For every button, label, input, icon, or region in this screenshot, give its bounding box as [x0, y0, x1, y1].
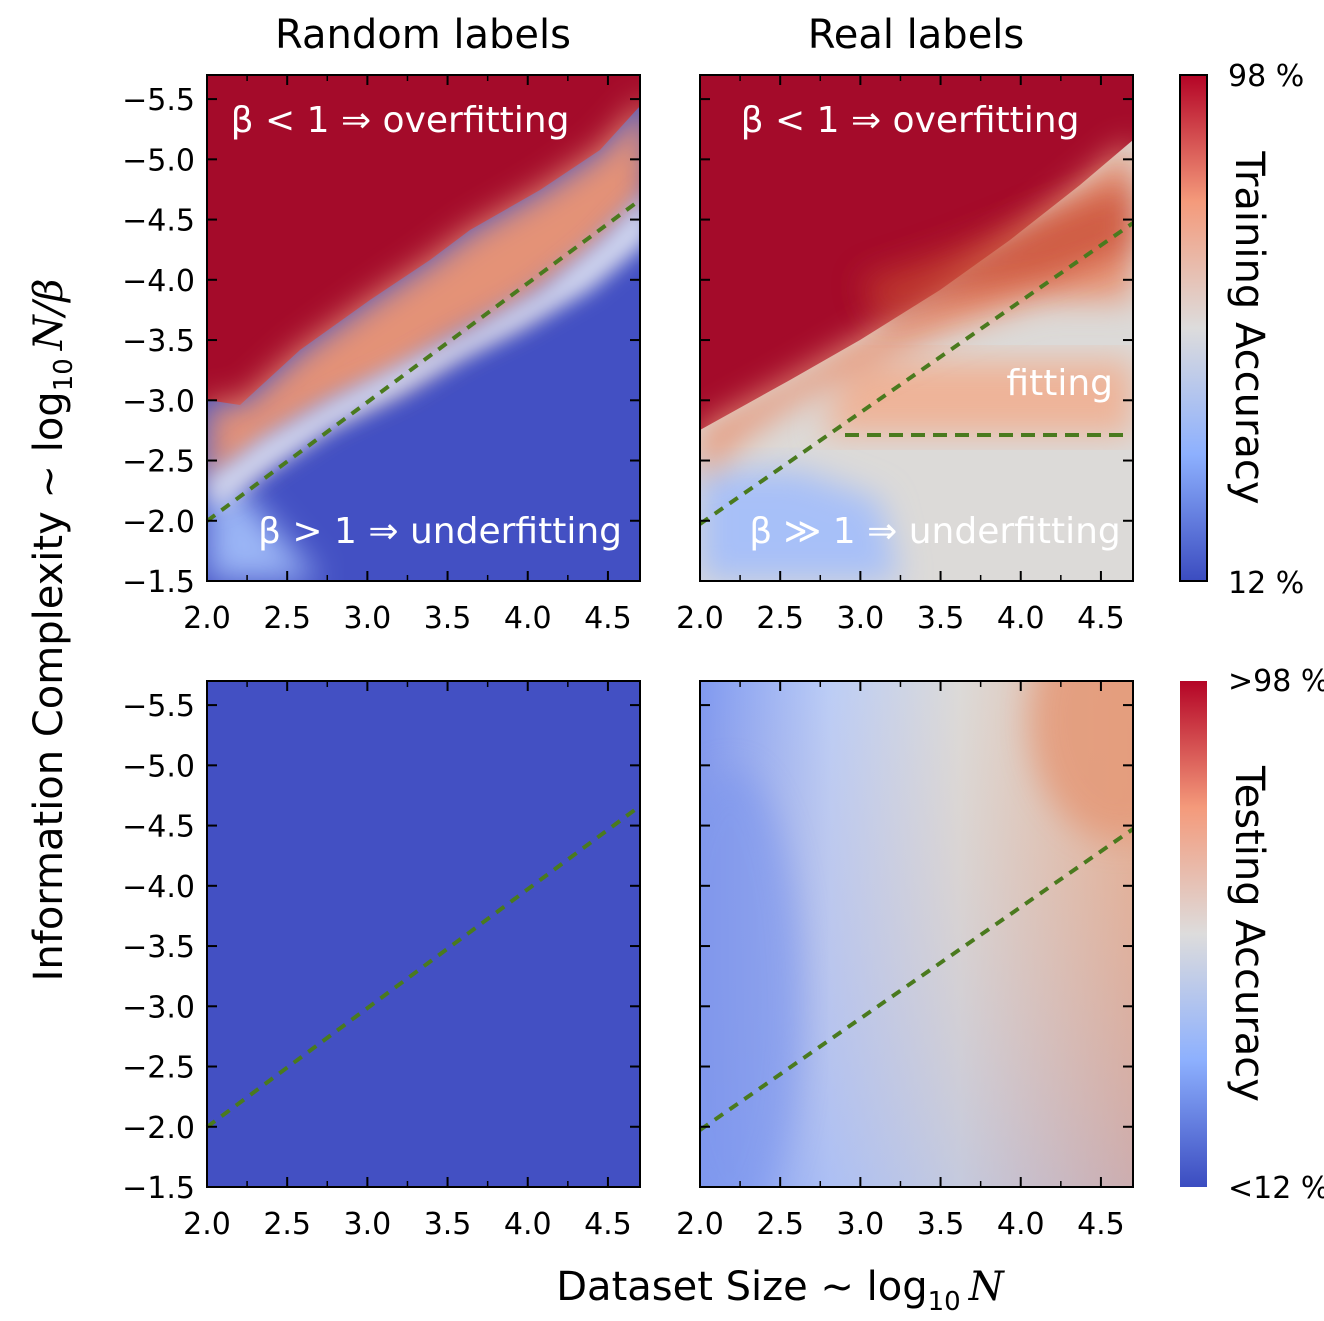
- x-axis-label: Dataset Size ~ log10 N: [556, 1264, 1005, 1317]
- x-tick-label: 4.5: [1077, 601, 1125, 636]
- heatmap-train-real: [700, 75, 1133, 581]
- y-tick-label: −3.5: [122, 930, 195, 965]
- x-tick-label: 2.0: [183, 1207, 231, 1242]
- x-tick-label: 2.5: [263, 601, 311, 636]
- heatmap-train-random: [207, 75, 640, 581]
- heatmap-test-random: [207, 681, 640, 1187]
- y-axis-label-sub: 10: [49, 358, 79, 391]
- x-tick-label: 3.5: [424, 1207, 472, 1242]
- y-ticks: −5.5 −5.0 −4.5 −4.0 −3.5 −3.0 −2.5 −2.0 −1.5: [122, 689, 640, 1206]
- colorbar-label: Testing Accuracy: [1226, 765, 1272, 1102]
- y-tick-label: −2.5: [122, 1051, 195, 1086]
- annotation-underfitting: β > 1 ⇒ underfitting: [258, 511, 622, 552]
- axes-frame: [699, 680, 1134, 1188]
- col-title-random: Random labels: [275, 12, 571, 58]
- col-title-real: Real labels: [808, 12, 1025, 58]
- panel-test-random: −5.5 −5.0 −4.5 −4.0 −3.5 −3.0 −2.5 −2.0 −1.5 2.0…: [122, 680, 642, 1242]
- x-tick-label: 3.5: [917, 601, 965, 636]
- colorbar-label: Training Accuracy: [1226, 150, 1272, 504]
- colorbar-gradient: [1180, 681, 1207, 1187]
- axes-frame: [699, 74, 1134, 582]
- x-tick-label: 3.5: [917, 1207, 965, 1242]
- y-ticks: −5.5 −5.0 −4.5 −4.0 −3.5 −3.0 −2.5 −2.0 −1.5: [122, 83, 640, 600]
- x-tick-label: 4.5: [584, 601, 632, 636]
- colorbar-max-label: 98 %: [1228, 59, 1304, 94]
- heatmap-test-real: [700, 681, 1133, 1187]
- y-tick-label: −2.0: [122, 1111, 195, 1146]
- x-tick-label: 2.0: [183, 601, 231, 636]
- x-tick-label: 3.0: [344, 1207, 392, 1242]
- axes-frame: [206, 680, 641, 1188]
- x-tick-label: 2.5: [263, 1207, 311, 1242]
- boundary-line: [698, 827, 1135, 1132]
- x-axis-label-text: Dataset Size ~ log: [556, 1264, 927, 1310]
- panel-train-random: β < 1 ⇒ overfitting β > 1 ⇒ underfitting…: [122, 74, 642, 636]
- colorbar-training: 98 % 12 % Training Accuracy: [1179, 59, 1304, 601]
- boundary-line: [698, 221, 1135, 526]
- y-tick-label: −1.5: [122, 1171, 195, 1206]
- annotation-overfitting: β < 1 ⇒ overfitting: [741, 100, 1080, 141]
- panel-test-real: 2.0 2.5 3.0 3.5 4.0 4.5: [676, 680, 1135, 1242]
- y-tick-label: −2.0: [122, 505, 195, 540]
- colorbar-testing: >98 % <12 % Testing Accuracy: [1180, 664, 1324, 1206]
- annotation-overfitting: β < 1 ⇒ overfitting: [231, 100, 570, 141]
- colorbar-gradient: [1179, 74, 1208, 582]
- y-tick-label: −3.0: [122, 990, 195, 1025]
- y-axis-label: Information Complexity ~ log10 N/β: [26, 279, 79, 982]
- x-tick-label: 4.0: [997, 601, 1045, 636]
- y-tick-label: −4.0: [122, 264, 195, 299]
- y-axis-label-text: Information Complexity ~ log: [26, 391, 72, 981]
- annotation-underfitting: β ≫ 1 ⇒ underfitting: [749, 511, 1121, 552]
- x-ticks: 2.0 2.5 3.0 3.5 4.0 4.5: [183, 681, 632, 1242]
- y-axis-label-var: N/β: [26, 279, 72, 352]
- y-tick-label: −3.5: [122, 324, 195, 359]
- x-tick-label: 3.0: [837, 1207, 885, 1242]
- panel-train-real: β < 1 ⇒ overfitting fitting β ≫ 1 ⇒ unde…: [676, 74, 1135, 636]
- x-ticks: 2.0 2.5 3.0 3.5 4.0 4.5: [676, 75, 1125, 636]
- y-tick-label: −5.5: [122, 689, 195, 724]
- y-tick-label: −2.5: [122, 445, 195, 480]
- x-ticks: 2.0 2.5 3.0 3.5 4.0 4.5: [676, 681, 1125, 1242]
- y-tick-label: −3.0: [122, 384, 195, 419]
- y-tick-label: −5.0: [122, 749, 195, 784]
- x-tick-label: 4.0: [504, 1207, 552, 1242]
- y-tick-label: −5.0: [122, 143, 195, 178]
- colorbar-min-label: <12 %: [1228, 1171, 1324, 1206]
- colorbar-min-label: 12 %: [1228, 566, 1304, 601]
- y-tick-label: −4.5: [122, 204, 195, 239]
- x-tick-label: 4.0: [504, 601, 552, 636]
- x-tick-label: 3.0: [837, 601, 885, 636]
- y-tick-label: −4.0: [122, 870, 195, 905]
- x-tick-label: 3.5: [424, 601, 472, 636]
- x-axis-label-var: N: [968, 1264, 1006, 1310]
- y-tick-label: −4.5: [122, 810, 195, 845]
- y-ticks: [700, 704, 1133, 1188]
- annotation-fitting: fitting: [1006, 363, 1113, 404]
- x-tick-label: 4.5: [1077, 1207, 1125, 1242]
- x-tick-label: 2.0: [676, 1207, 724, 1242]
- x-tick-label: 3.0: [344, 601, 392, 636]
- y-ticks: [700, 98, 1133, 582]
- x-tick-label: 4.5: [584, 1207, 632, 1242]
- axes-frame: [206, 74, 641, 582]
- x-tick-label: 2.5: [756, 601, 804, 636]
- x-axis-label-sub: 10: [928, 1287, 961, 1317]
- x-tick-label: 4.0: [997, 1207, 1045, 1242]
- x-tick-label: 2.0: [676, 601, 724, 636]
- y-tick-label: −5.5: [122, 83, 195, 118]
- x-tick-label: 2.5: [756, 1207, 804, 1242]
- colorbar-max-label: >98 %: [1228, 664, 1324, 699]
- y-tick-label: −1.5: [122, 565, 195, 600]
- x-ticks: 2.0 2.5 3.0 3.5 4.0 4.5: [183, 75, 632, 636]
